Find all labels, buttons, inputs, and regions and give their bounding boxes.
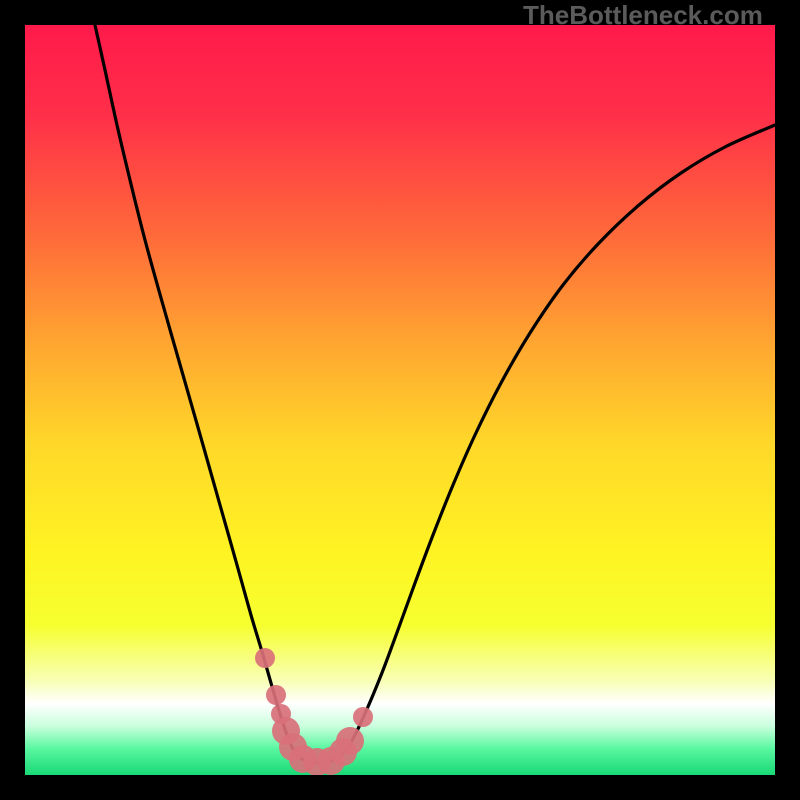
- valley-marker: [336, 727, 364, 755]
- valley-marker: [353, 707, 373, 727]
- valley-marker: [255, 648, 275, 668]
- bottleneck-chart-svg: [25, 25, 775, 775]
- valley-marker: [266, 685, 286, 705]
- plot-area: [25, 25, 775, 775]
- chart-frame: [25, 25, 775, 775]
- watermark-text: TheBottleneck.com: [523, 0, 763, 31]
- gradient-background: [25, 25, 775, 775]
